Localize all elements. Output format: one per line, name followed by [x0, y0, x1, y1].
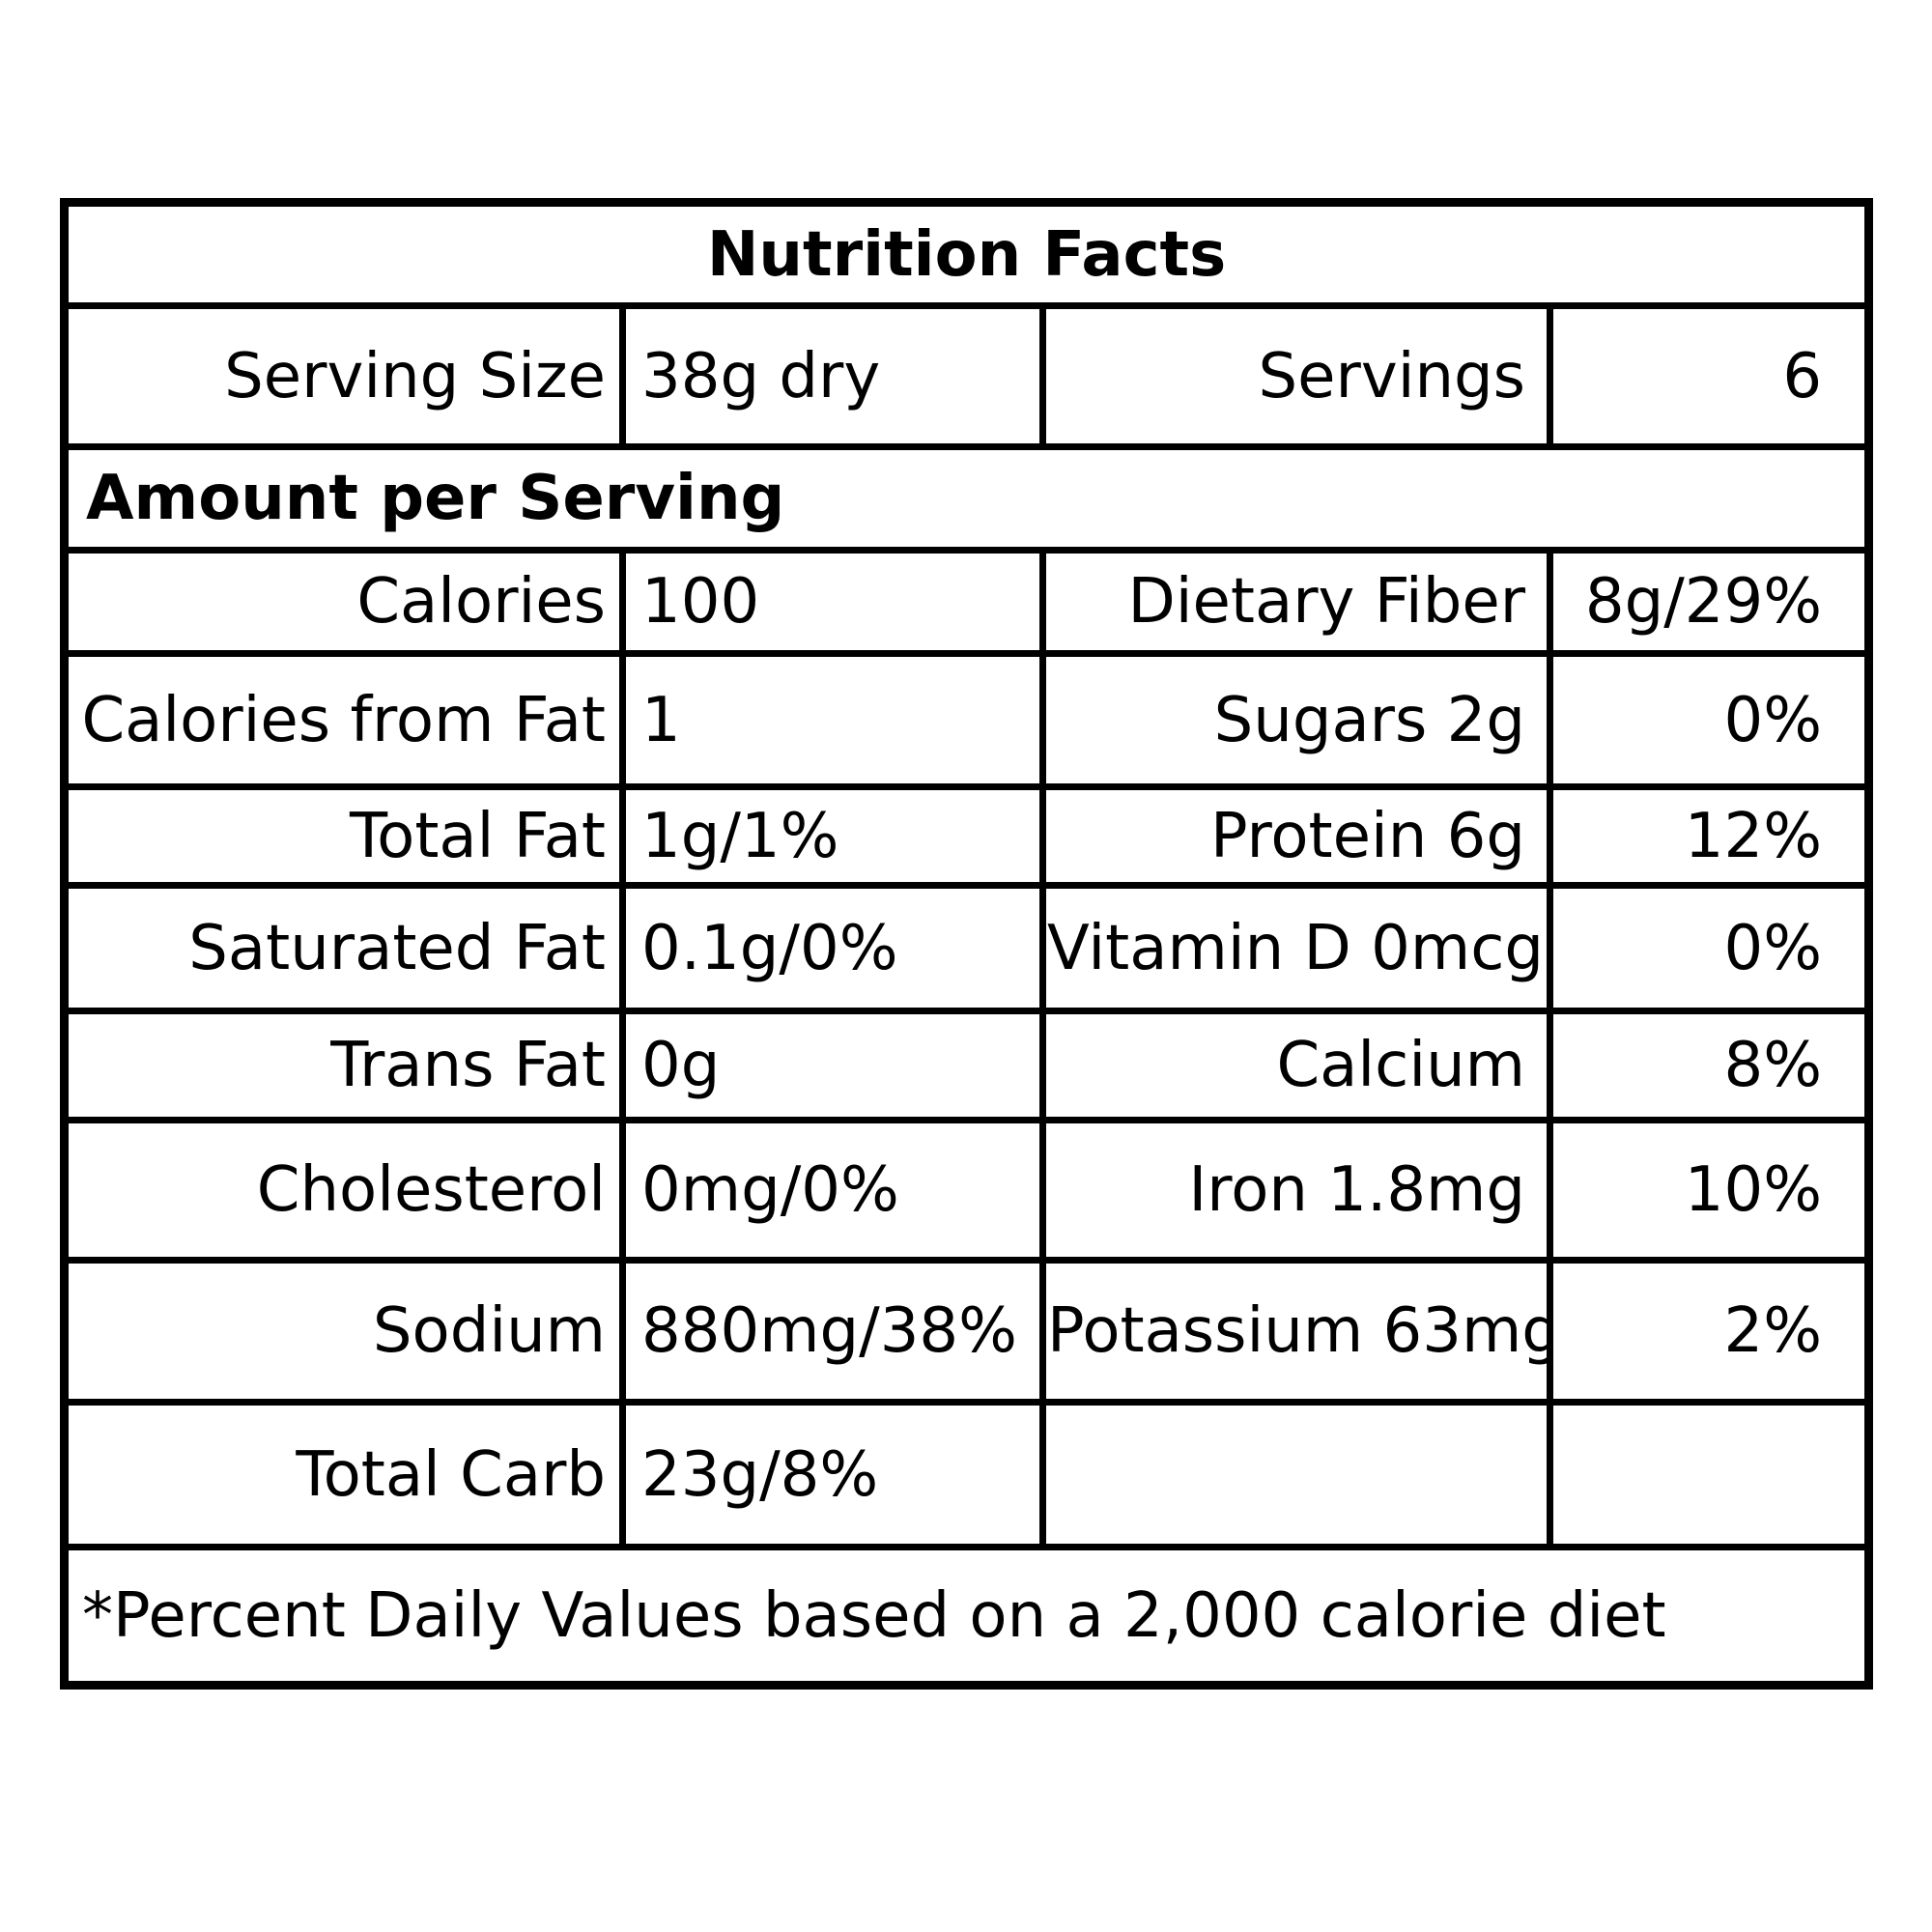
table-row: Trans Fat 0g Calcium 8%: [61, 1008, 1873, 1123]
nutrient-value-2: 10%: [1546, 1117, 1873, 1264]
section-header-row: Amount per Serving: [60, 443, 1873, 554]
nutrient-value-2: [1546, 1399, 1873, 1550]
nutrient-label-2: Calcium: [1039, 1008, 1553, 1123]
nutrition-facts-table: Nutrition Facts Serving Size 38g dry Ser…: [60, 198, 1874, 1690]
nutrient-label: Cholesterol: [61, 1117, 626, 1264]
table-row: Cholesterol 0mg/0% Iron 1.8mg 10%: [61, 1117, 1873, 1264]
nutrient-label-2: Iron 1.8mg: [1039, 1117, 1553, 1264]
title-row: Nutrition Facts: [60, 199, 1873, 309]
footnote-row: *Percent Daily Values based on a 2,000 c…: [60, 1544, 1873, 1689]
serving-size-value: 38g dry: [619, 302, 1046, 450]
nutrient-value: 100: [619, 547, 1046, 657]
table-row: Saturated Fat 0.1g/0% Vitamin D 0mcg 0%: [61, 882, 1873, 1014]
table-row: Calories from Fat 1 Sugars 2g 0%: [61, 650, 1873, 790]
nutrient-label-2: Potassium 63mg: [1039, 1257, 1553, 1406]
nutrient-value-2: 0%: [1546, 650, 1873, 790]
table-row: Total Fat 1g/1% Protein 6g 12%: [61, 783, 1873, 889]
nutrient-value: 0g: [619, 1008, 1046, 1123]
nutrient-value-2: 12%: [1546, 783, 1873, 889]
nutrient-label-2: [1039, 1399, 1553, 1550]
table-row: Calories 100 Dietary Fiber 8g/29%: [61, 547, 1873, 657]
table-row: Sodium 880mg/38% Potassium 63mg 2%: [61, 1257, 1873, 1406]
page-title: Nutrition Facts: [60, 199, 1873, 309]
nutrient-label: Trans Fat: [61, 1008, 626, 1123]
nutrient-label: Total Fat: [61, 783, 626, 889]
serving-size-label: Serving Size: [61, 302, 626, 450]
nutrient-label: Calories from Fat: [61, 650, 626, 790]
nutrient-label: Total Carb: [61, 1399, 626, 1550]
nutrient-value: 0mg/0%: [619, 1117, 1046, 1264]
nutrient-value: 1: [619, 650, 1046, 790]
nutrient-value-2: 0%: [1546, 882, 1873, 1014]
nutrition-facts-label: Nutrition Facts Serving Size 38g dry Ser…: [60, 198, 1874, 1690]
servings-label: Servings: [1039, 302, 1553, 450]
nutrient-value: 0.1g/0%: [619, 882, 1046, 1014]
nutrient-value: 23g/8%: [619, 1399, 1046, 1550]
section-header: Amount per Serving: [60, 443, 1873, 554]
nutrient-label-2: Sugars 2g: [1039, 650, 1553, 790]
footnote: *Percent Daily Values based on a 2,000 c…: [60, 1544, 1873, 1689]
nutrient-value-2: 8%: [1546, 1008, 1873, 1123]
servings-value: 6: [1546, 302, 1873, 450]
serving-row: Serving Size 38g dry Servings 6: [61, 302, 1873, 450]
nutrient-label: Sodium: [61, 1257, 626, 1406]
table-row: Total Carb 23g/8%: [61, 1399, 1873, 1550]
nutrient-value: 880mg/38%: [619, 1257, 1046, 1406]
nutrient-value-2: 2%: [1546, 1257, 1873, 1406]
nutrient-label: Saturated Fat: [61, 882, 626, 1014]
nutrient-value-2: 8g/29%: [1546, 547, 1873, 657]
nutrient-label-2: Vitamin D 0mcg: [1039, 882, 1553, 1014]
nutrient-value: 1g/1%: [619, 783, 1046, 889]
nutrient-label: Calories: [61, 547, 626, 657]
nutrient-label-2: Dietary Fiber: [1039, 547, 1553, 657]
nutrient-label-2: Protein 6g: [1039, 783, 1553, 889]
